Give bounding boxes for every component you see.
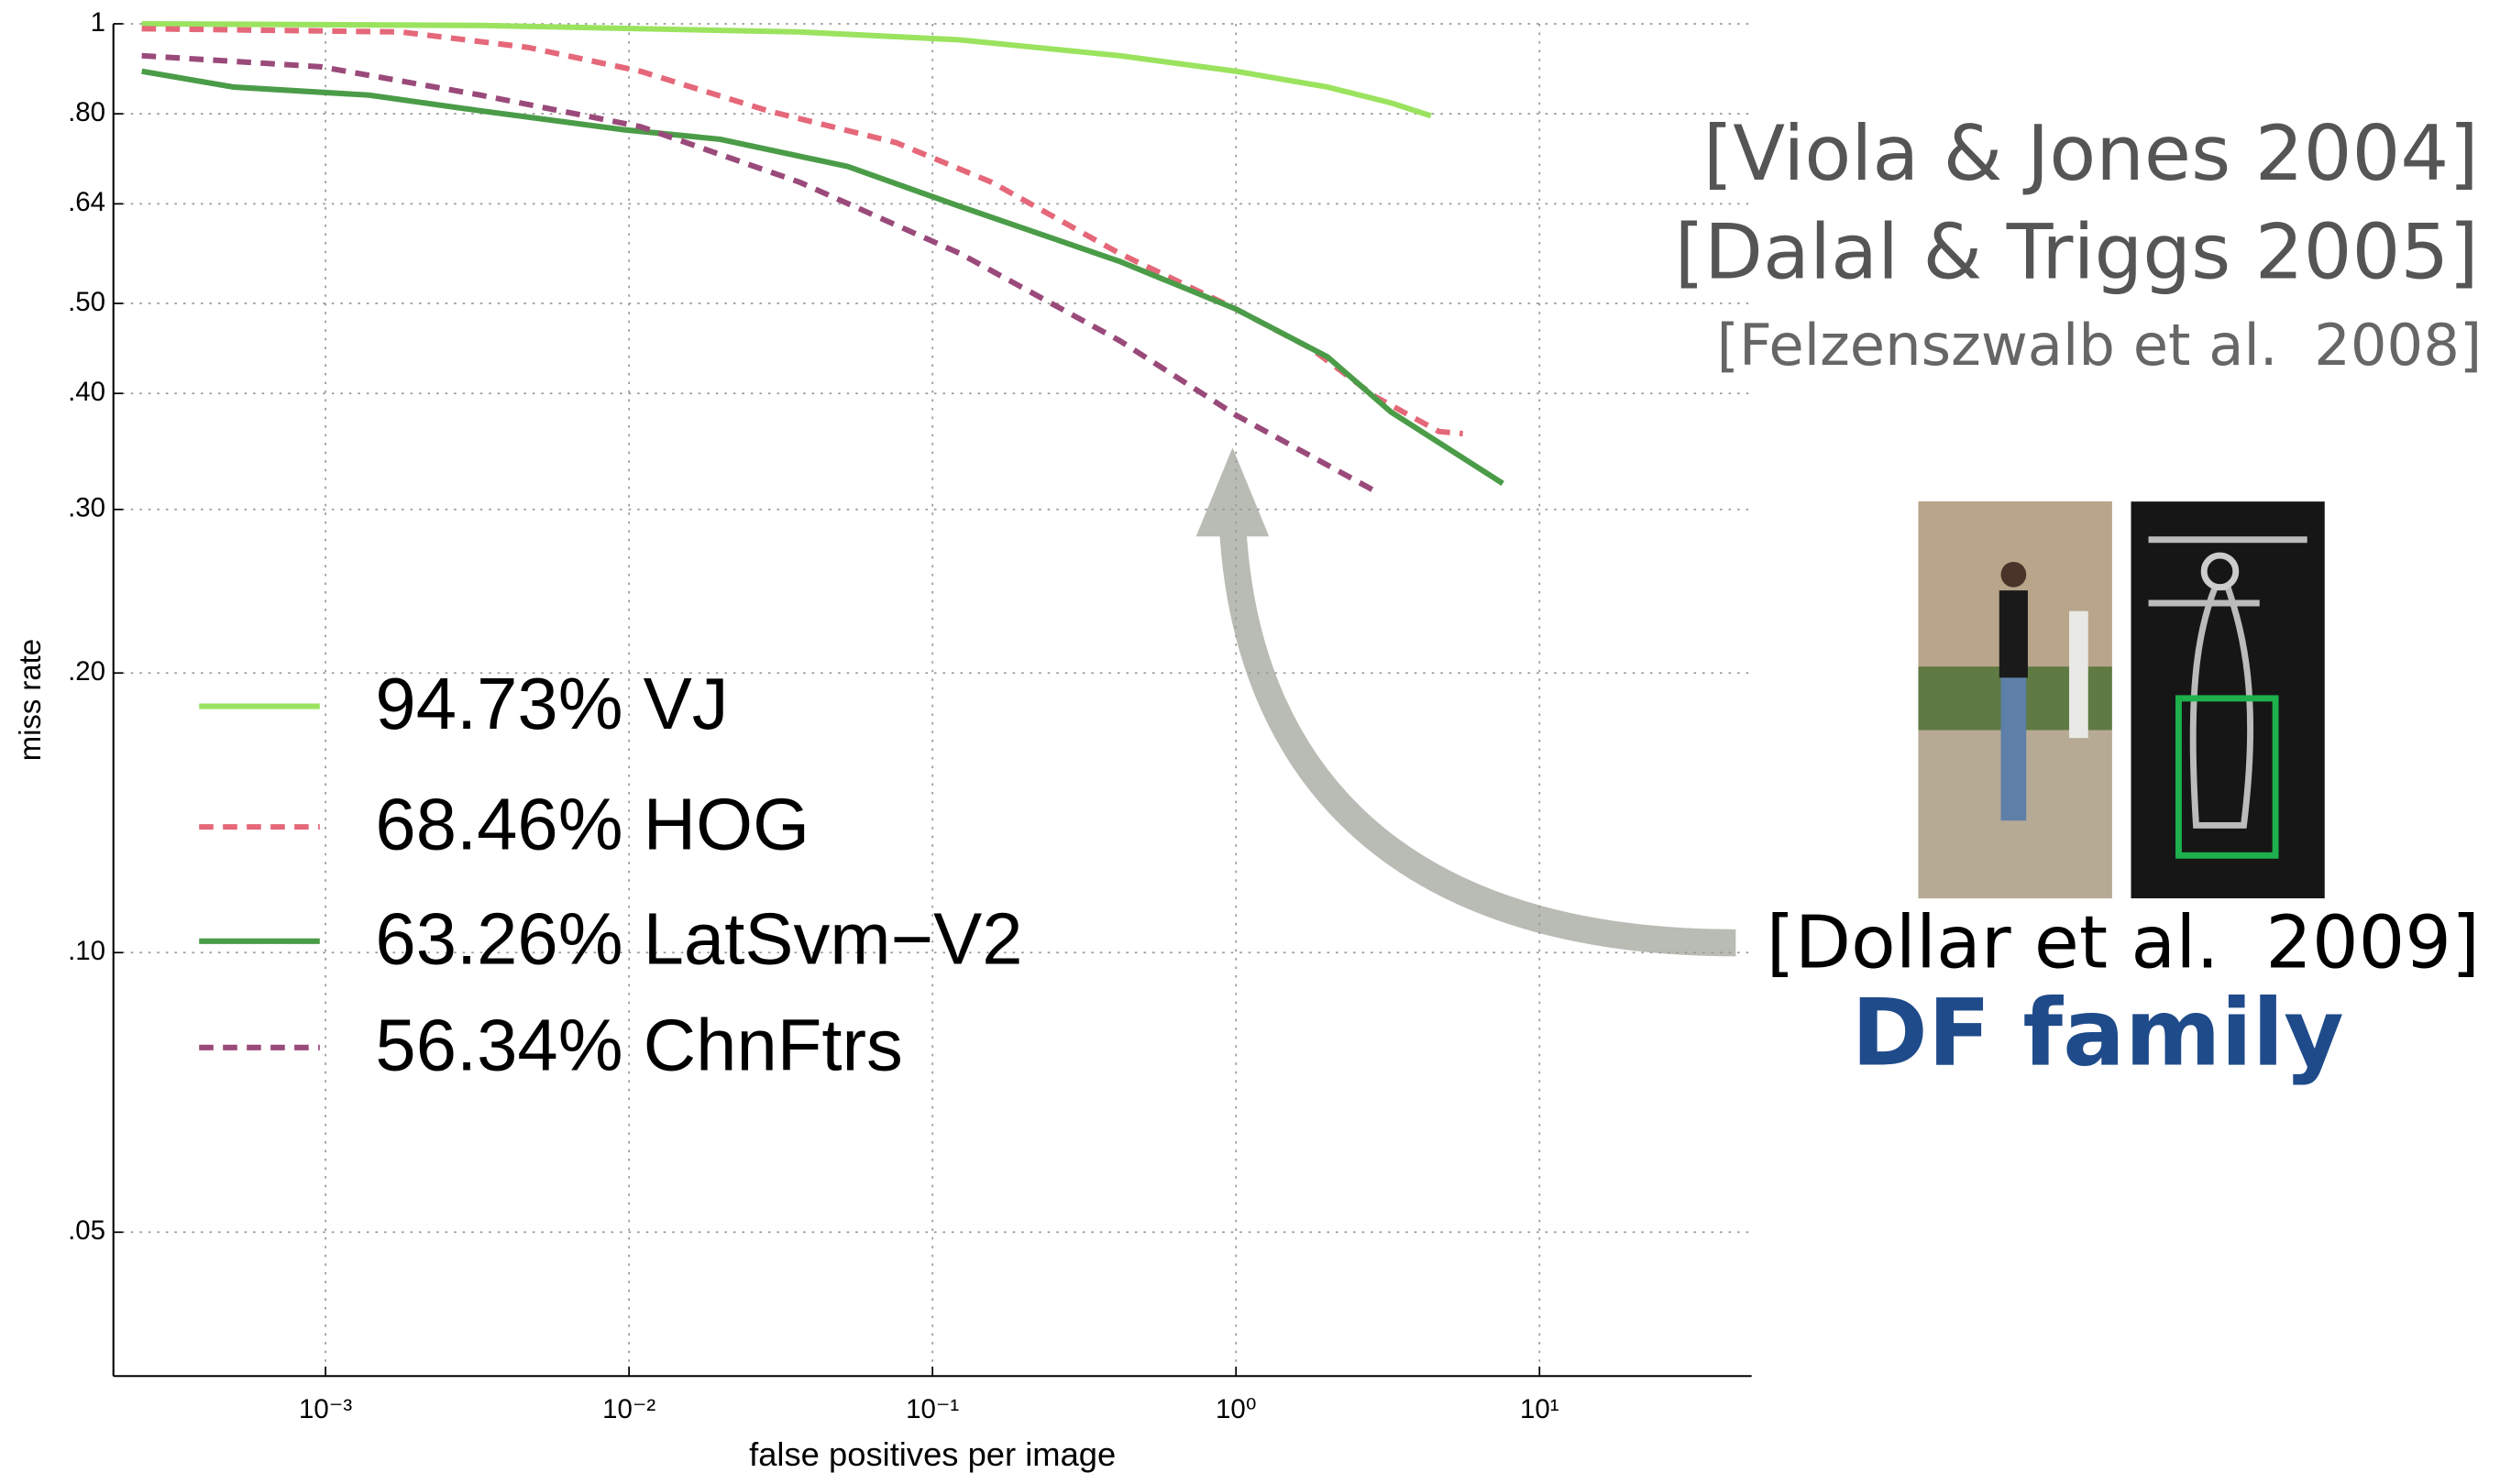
y-tick-label: .20	[68, 656, 105, 687]
legend-label: 56.34% ChnFtrs	[375, 1004, 902, 1085]
legend-label: 63.26% LatSvm−V2	[375, 897, 1022, 979]
y-tick-label: 1	[91, 7, 105, 38]
x-axis-label: false positives per image	[749, 1435, 1116, 1473]
y-tick-label: .10	[68, 936, 105, 966]
y-tick-label: .05	[68, 1215, 105, 1246]
series-line	[141, 20, 1432, 119]
feature-image	[2131, 501, 2325, 899]
photo	[1918, 501, 2112, 899]
legend-label: 94.73% VJ	[375, 663, 728, 744]
annotation: [Felzenszwalb et al. 2008]	[1717, 312, 2483, 379]
series-line	[141, 26, 1463, 437]
annotation: [Dollar et al. 2009]	[1767, 900, 2480, 985]
annotation: [Dalal & Triggs 2005]	[1675, 207, 2479, 296]
y-axis-label: miss rate	[13, 639, 47, 761]
x-tick-label: 10⁰	[1216, 1394, 1257, 1424]
y-tick-label: .50	[68, 287, 105, 317]
arrow-head	[1195, 447, 1270, 537]
annotation: [Viola & Jones 2004]	[1703, 109, 2479, 198]
y-tick-label: .64	[68, 187, 105, 217]
series-line	[141, 68, 1504, 486]
y-tick-label: .40	[68, 377, 105, 407]
legend-label: 68.46% HOG	[375, 784, 809, 865]
x-tick-label: 10⁻³	[299, 1394, 352, 1424]
y-tick-label: .30	[68, 493, 105, 523]
x-tick-label: 10¹	[1520, 1394, 1559, 1424]
annotation: DF family	[1852, 980, 2344, 1087]
series-line	[141, 52, 1377, 494]
x-tick-label: 10⁻¹	[906, 1394, 959, 1424]
x-tick-label: 10⁻²	[602, 1394, 655, 1424]
y-tick-label: .80	[68, 97, 105, 127]
arrow	[1218, 522, 1736, 957]
